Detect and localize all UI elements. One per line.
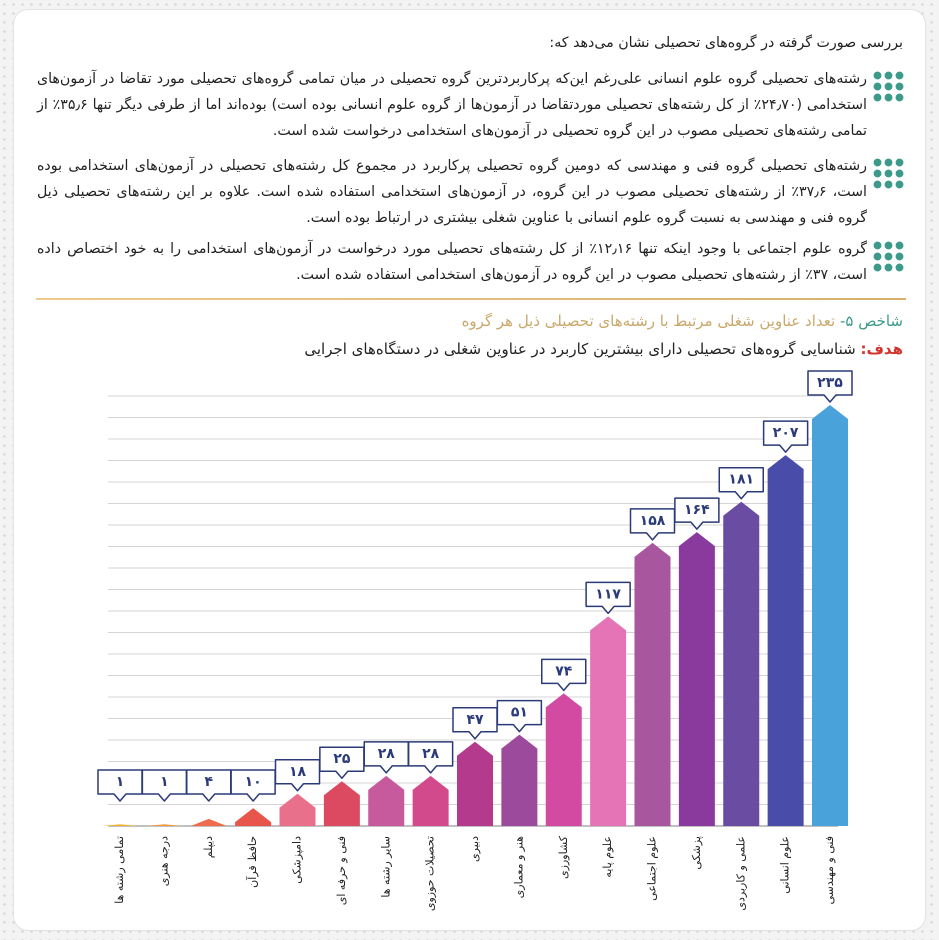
- x-tick-label: درجه هنری: [157, 836, 170, 886]
- value-label: ۴: [204, 774, 213, 790]
- value-label: ۱۰: [245, 774, 262, 790]
- callout-box: [807, 370, 853, 403]
- goal-text: شناسایی گروه‌های تحصیلی دارای بیشترین کا…: [304, 340, 856, 358]
- callout-box: [585, 581, 631, 615]
- value-callout: ۲۵: [319, 746, 365, 779]
- goal-label: هدف:: [860, 340, 904, 358]
- value-label: ۱۱۷: [595, 586, 621, 602]
- value-callout: ۱: [97, 769, 143, 802]
- value-label: ۲۰۷: [773, 425, 799, 441]
- bar: [545, 693, 582, 826]
- value-callout: ۱۱۷: [585, 581, 631, 615]
- x-tick-label: دیپلم: [202, 836, 215, 858]
- bar: [634, 542, 671, 826]
- value-callout: ۴۷: [452, 707, 498, 740]
- bar: [457, 741, 493, 826]
- x-tick-label: کشاورزی: [557, 835, 570, 879]
- value-callout: ۱۶۴: [674, 497, 720, 530]
- x-tick-label: سایر رشته ها: [379, 836, 392, 898]
- bar: [767, 455, 804, 826]
- intro: بررسی صورت گرفته در گروه‌های تحصیلی نشان…: [549, 35, 903, 51]
- paragraph: رشته‌های تحصیلی گروه فنی و مهندسی که دوم…: [37, 158, 867, 226]
- value-label: ۲۳۵: [817, 375, 843, 391]
- value-label: ۱۶۴: [684, 502, 710, 518]
- callout-box: [674, 497, 720, 530]
- value-callout: ۱۰: [230, 769, 276, 802]
- value-label: ۱۵۸: [640, 513, 666, 529]
- callout-box: [762, 420, 809, 453]
- callout-box: [718, 466, 764, 500]
- x-tick-label: فنی و مهندسی: [823, 836, 836, 905]
- value-label: ۵۱: [511, 705, 528, 721]
- bar: [723, 501, 760, 826]
- x-tick-label: دامپزشکی: [291, 836, 304, 884]
- value-callout: ۲۸: [407, 741, 454, 774]
- value-callout: ۲۳۵: [807, 370, 853, 403]
- bullet-icon: [872, 70, 905, 103]
- x-tick-label: تحصیلات حوزوی: [424, 836, 437, 911]
- value-label: ۱۸۱: [728, 472, 754, 488]
- x-tick-label: علوم انسانی: [779, 836, 792, 894]
- x-tick-label: هنر و معماری: [512, 836, 525, 899]
- value-callout: ۱: [141, 769, 188, 802]
- goal: هدف: شناسایی گروه‌های تحصیلی دارای بیشتر…: [304, 340, 903, 358]
- x-tick-label: علوم پایه: [601, 836, 614, 878]
- bar: [190, 818, 227, 826]
- value-callout: ۲۰۷: [762, 420, 809, 453]
- bar: [678, 532, 715, 826]
- indicator: شاخص ۵- تعداد عناوین شغلی مرتبط با رشته‌…: [462, 312, 903, 330]
- value-label: ۴۷: [466, 712, 484, 728]
- indicator-title: تعداد عناوین شغلی مرتبط با رشته‌های تحصی…: [461, 312, 836, 330]
- value-label: ۱: [116, 774, 125, 790]
- value-callout: ۷۴: [541, 658, 587, 692]
- bullet-icon: [872, 240, 905, 273]
- bar: [235, 808, 272, 826]
- x-tick-label: علوم اجتماعی: [646, 836, 659, 901]
- value-label: ۷۴: [555, 663, 573, 679]
- bar: [590, 616, 627, 826]
- value-label: ۱۸: [289, 764, 307, 780]
- value-label: ۱: [160, 774, 169, 790]
- callout-box: [541, 658, 587, 692]
- x-tick-label: دبیری: [468, 836, 481, 862]
- callout-box: [407, 741, 454, 774]
- x-tick-label: علمی و کاربردی: [734, 836, 747, 911]
- bar: [501, 734, 538, 826]
- value-label: ۲۸: [378, 746, 396, 762]
- bar: [102, 824, 138, 826]
- value-callout: ۲۸: [363, 741, 409, 774]
- x-tick-label: فنی و حرفه ای: [335, 836, 348, 905]
- bar: [279, 793, 316, 826]
- paragraph: گروه علوم اجتماعی با وجود اینکه تنها ۱۲٫…: [37, 241, 867, 283]
- bar: [812, 404, 848, 826]
- value-callout: ۴: [186, 769, 232, 802]
- bar: [412, 775, 449, 826]
- value-callout: ۱۵۸: [629, 508, 676, 541]
- x-tick-label: حافظ قرآن: [245, 836, 259, 888]
- callout-box: [496, 699, 543, 733]
- bar: [323, 781, 360, 826]
- value-callout: ۱۸: [274, 759, 321, 792]
- paragraph: رشته‌های تحصیلی گروه علوم انسانی علی‌رغم…: [37, 71, 867, 139]
- bullet-icon: [872, 157, 905, 190]
- bar: [146, 824, 183, 826]
- x-tick-label: تمامی رشته ها: [113, 836, 126, 904]
- value-callout: ۱۸۱: [718, 466, 764, 500]
- value-callout: ۵۱: [496, 699, 543, 733]
- bar: [368, 775, 405, 826]
- x-tick-label: پزشکی: [690, 836, 703, 870]
- separator: [36, 298, 906, 300]
- value-label: ۲۵: [333, 751, 351, 767]
- indicator-label: شاخص ۵-: [839, 312, 903, 330]
- value-label: ۲۸: [422, 746, 440, 762]
